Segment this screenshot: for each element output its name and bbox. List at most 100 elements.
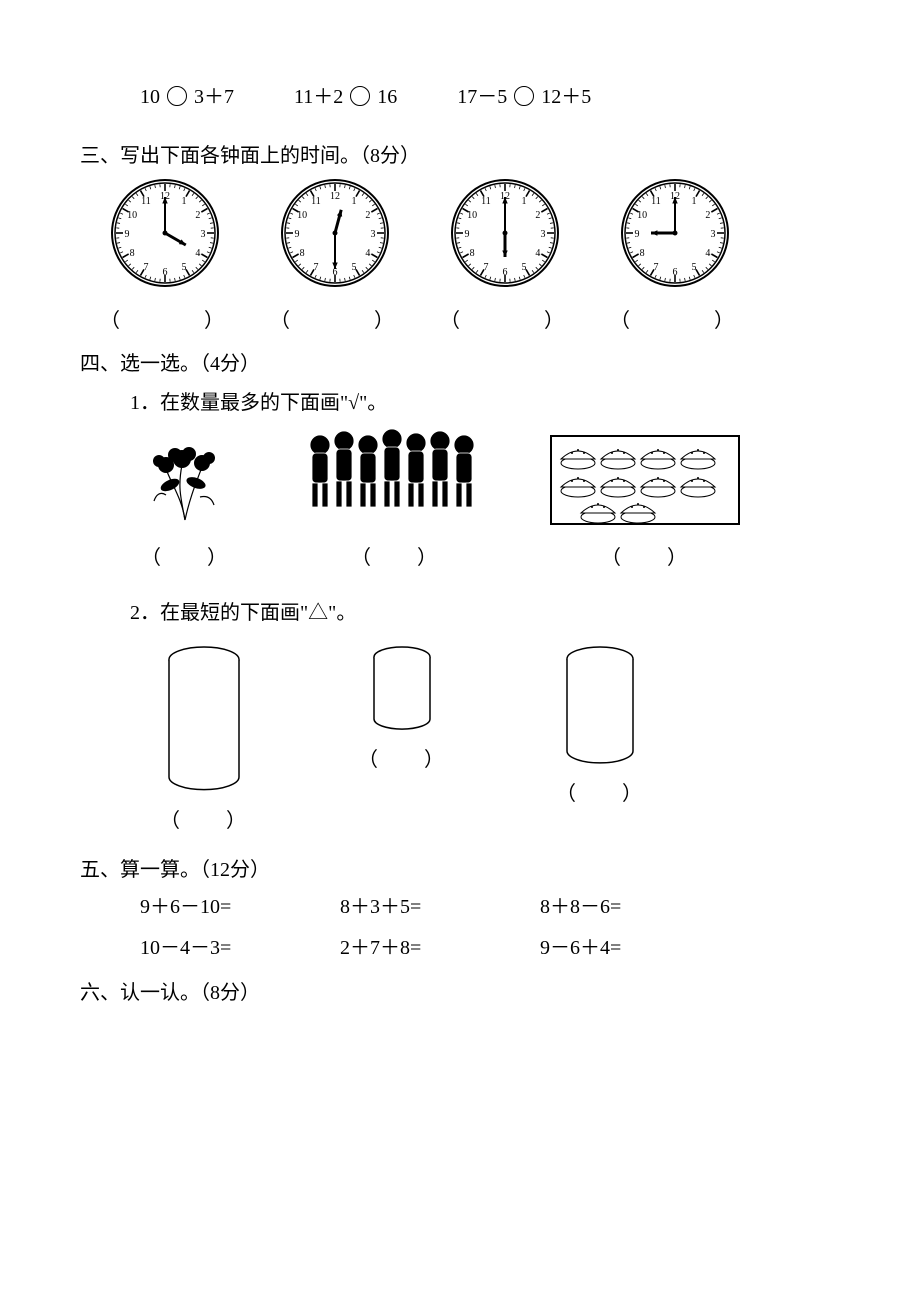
answer-blank: （ ） — [141, 541, 229, 570]
cylinder-icon — [372, 645, 432, 731]
svg-text:1: 1 — [522, 196, 527, 207]
compare-item: 10 3＋7 — [140, 80, 234, 109]
calc-item: 9＋6－10= — [140, 890, 340, 919]
svg-text:4: 4 — [195, 248, 200, 259]
section-3-title: 三、写出下面各钟面上的时间。（8分） — [80, 139, 840, 168]
svg-text:8: 8 — [470, 248, 475, 259]
compare-item: 11＋2 16 — [294, 80, 397, 109]
calc-item: 8＋8－6= — [540, 890, 740, 919]
q1-options: （ ） — [130, 425, 840, 570]
svg-text:10: 10 — [467, 210, 477, 221]
svg-text:1: 1 — [352, 196, 357, 207]
svg-text:10: 10 — [127, 210, 137, 221]
cylinder-icon — [167, 645, 241, 792]
svg-text:1: 1 — [182, 196, 187, 207]
clock-face: 123456789101112 — [110, 178, 220, 288]
cmp-right: 16 — [377, 86, 397, 108]
answer-blank: （ ） — [358, 743, 446, 772]
svg-text:9: 9 — [465, 229, 470, 240]
clock-face: 123456789101112 — [450, 178, 560, 288]
svg-text:2: 2 — [705, 210, 710, 221]
cmp-right: 12＋5 — [541, 86, 591, 108]
svg-text:5: 5 — [692, 262, 697, 273]
flowers-image — [130, 425, 240, 525]
cmp-right: 3＋7 — [194, 86, 234, 108]
clock-column: 123456789101112 （ ） — [100, 178, 230, 333]
svg-text:8: 8 — [130, 248, 135, 259]
svg-text:11: 11 — [651, 196, 661, 207]
calc-item: 10－4－3= — [140, 931, 340, 960]
svg-text:3: 3 — [541, 229, 546, 240]
svg-text:1: 1 — [692, 196, 697, 207]
svg-text:8: 8 — [640, 248, 645, 259]
clocks-row: 123456789101112 （ ） 123456789101112 — [100, 178, 840, 333]
svg-text:4: 4 — [705, 248, 710, 259]
answer-blank: （ ） — [351, 541, 439, 570]
svg-text:5: 5 — [182, 262, 187, 273]
answer-blank: （ ） — [160, 804, 248, 833]
compare-circle-icon — [167, 86, 187, 106]
svg-text:7: 7 — [654, 262, 659, 273]
calc-item: 8＋3＋5= — [340, 890, 540, 919]
svg-text:2: 2 — [195, 210, 200, 221]
section-4-title: 四、选一选。（4分） — [80, 347, 840, 376]
q1-option: （ ） — [130, 425, 240, 570]
svg-text:9: 9 — [295, 229, 300, 240]
svg-text:5: 5 — [352, 262, 357, 273]
svg-text:2: 2 — [365, 210, 370, 221]
answer-blank: （ ） — [270, 304, 400, 333]
calc-grid: 9＋6－10= 8＋3＋5= 8＋8－6= 10－4－3= 2＋7＋8= 9－6… — [140, 890, 840, 960]
q2-options: （ ） （ ） （ ） — [160, 645, 840, 833]
cylinder-option: （ ） — [358, 645, 446, 833]
cmp-left: 17－5 — [457, 86, 507, 108]
children-image — [300, 425, 490, 525]
svg-text:10: 10 — [637, 210, 647, 221]
svg-text:7: 7 — [484, 262, 489, 273]
q2-text: 2．在最短的下面画"△"。 — [130, 596, 840, 625]
clock-face: 123456789101112 — [280, 178, 390, 288]
section-6-title: 六、认一认。（8分） — [80, 976, 840, 1005]
comparison-row: 10 3＋7 11＋2 16 17－5 12＋5 — [140, 80, 840, 109]
cmp-left: 10 — [140, 86, 160, 108]
q1-option: （ ） — [300, 425, 490, 570]
svg-text:9: 9 — [635, 229, 640, 240]
svg-text:3: 3 — [201, 229, 206, 240]
answer-blank: （ ） — [601, 541, 689, 570]
clock-column: 123456789101112 （ ） — [610, 178, 740, 333]
compare-circle-icon — [350, 86, 370, 106]
calc-item: 2＋7＋8= — [340, 931, 540, 960]
cylinder-option: （ ） — [556, 645, 644, 833]
svg-text:11: 11 — [141, 196, 151, 207]
answer-blank: （ ） — [556, 777, 644, 806]
svg-text:3: 3 — [711, 229, 716, 240]
svg-text:10: 10 — [297, 210, 307, 221]
section-5-title: 五、算一算。（12分） — [80, 853, 840, 882]
svg-text:9: 9 — [125, 229, 130, 240]
svg-text:7: 7 — [314, 262, 319, 273]
svg-text:2: 2 — [535, 210, 540, 221]
calc-item: 9－6＋4= — [540, 931, 740, 960]
svg-text:5: 5 — [522, 262, 527, 273]
q1-text: 1．在数量最多的下面画"√"。 — [130, 386, 840, 415]
answer-blank: （ ） — [440, 304, 570, 333]
compare-item: 17－5 12＋5 — [457, 80, 591, 109]
cmp-left: 11＋2 — [294, 86, 343, 108]
q1-option: （ ） — [550, 425, 740, 570]
svg-text:8: 8 — [300, 248, 305, 259]
svg-text:6: 6 — [673, 267, 678, 278]
clock-column: 123456789101112 （ ） — [440, 178, 570, 333]
svg-text:6: 6 — [503, 267, 508, 278]
answer-blank: （ ） — [610, 304, 740, 333]
clock-face: 123456789101112 — [620, 178, 730, 288]
svg-text:3: 3 — [371, 229, 376, 240]
clock-column: 123456789101112 （ ） — [270, 178, 400, 333]
svg-text:7: 7 — [144, 262, 149, 273]
burgers-image — [550, 425, 740, 525]
svg-text:12: 12 — [330, 191, 340, 202]
svg-text:4: 4 — [365, 248, 370, 259]
cylinder-option: （ ） — [160, 645, 248, 833]
compare-circle-icon — [514, 86, 534, 106]
answer-blank: （ ） — [100, 304, 230, 333]
svg-text:4: 4 — [535, 248, 540, 259]
svg-text:11: 11 — [481, 196, 491, 207]
